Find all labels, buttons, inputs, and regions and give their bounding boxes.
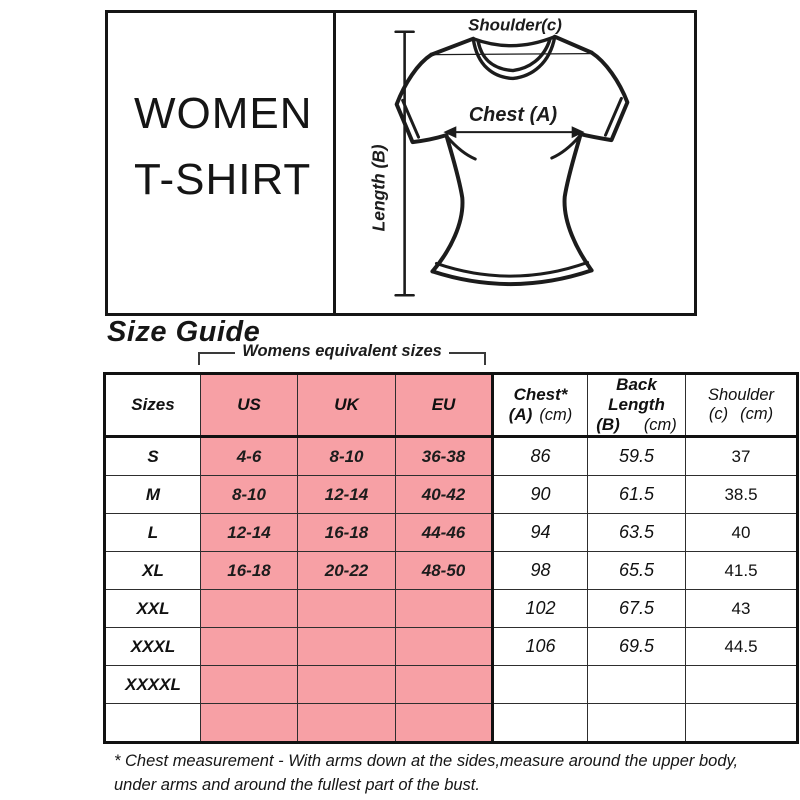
header-back-length: Back Length (B) (cm) [587, 373, 686, 438]
cell-us [200, 589, 298, 628]
bracket-label: Womens equivalent sizes [242, 342, 442, 360]
cell-shoulder: 38.5 [685, 475, 798, 514]
cell-eu: 48-50 [395, 551, 494, 590]
header-uk: UK [297, 373, 396, 438]
cell-us [200, 665, 298, 704]
header-sizes: Sizes [104, 373, 201, 438]
bracket-line-right [448, 352, 487, 365]
cell-size: XXXXL [104, 665, 201, 704]
table-row-xl: XL 16-18 20-22 48-50 98 65.5 41.5 [104, 551, 798, 590]
cell-us: 16-18 [200, 551, 298, 590]
table-row-m: M 8-10 12-14 40-42 90 61.5 38.5 [104, 475, 798, 514]
cell-shoulder: 41.5 [685, 551, 798, 590]
cell-back-length [587, 665, 686, 704]
table-row-l: L 12-14 16-18 44-46 94 63.5 40 [104, 513, 798, 552]
header-eu: EU [395, 373, 494, 438]
cell-back-length: 65.5 [587, 551, 686, 590]
womens-equivalent-sizes-bracket: Womens equivalent sizes [198, 342, 487, 365]
table-header-row: Sizes US UK EU Chest* (A) (cm) Back Lengt… [104, 373, 798, 438]
cell-back-length: 61.5 [587, 475, 686, 514]
table-row-empty [104, 703, 798, 743]
cell-chest: 90 [492, 475, 588, 514]
cell-chest [492, 665, 588, 704]
cell-size: M [104, 475, 201, 514]
length-measure-line [394, 30, 415, 297]
header-shoulder: Shoulder (c) (cm) [685, 373, 798, 438]
cell-eu [395, 665, 494, 704]
cell-size: S [104, 436, 201, 476]
cell-size: XL [104, 551, 201, 590]
cell-uk [297, 703, 396, 743]
cell-chest: 106 [492, 627, 588, 666]
title-box: WOMEN T-SHIRT [108, 13, 333, 313]
cell-eu: 44-46 [395, 513, 494, 552]
seam-lines [401, 96, 623, 278]
cell-back-length: 67.5 [587, 589, 686, 628]
cell-us: 8-10 [200, 475, 298, 514]
header-us: US [200, 373, 298, 438]
cell-us: 12-14 [200, 513, 298, 552]
bracket-line-left [198, 352, 236, 365]
header-panel: WOMEN T-SHIRT [105, 10, 697, 316]
chest-measurement-footnote: * Chest measurement - With arms down at … [114, 752, 739, 794]
cell-chest: 94 [492, 513, 588, 552]
armpit-curves [445, 134, 582, 161]
header-chest: Chest* (A) (cm) [492, 373, 588, 438]
cell-uk [297, 627, 396, 666]
cell-chest: 86 [492, 436, 588, 476]
chest-label: Chest (A) [469, 104, 558, 126]
cell-uk: 8-10 [297, 436, 396, 476]
shoulder-label: Shoulder(c) [468, 16, 562, 35]
cell-size: XXXL [104, 627, 201, 666]
cell-us [200, 627, 298, 666]
cell-chest: 98 [492, 551, 588, 590]
size-guide-heading: Size Guide [107, 316, 261, 348]
cell-eu [395, 589, 494, 628]
cell-us [200, 703, 298, 743]
cell-shoulder: 40 [685, 513, 798, 552]
cell-chest: 102 [492, 589, 588, 628]
table-row-xxl: XXL 102 67.5 43 [104, 589, 798, 628]
cell-eu [395, 703, 494, 743]
cell-back-length: 69.5 [587, 627, 686, 666]
table-row-xxxl: XXXL 106 69.5 44.5 [104, 627, 798, 666]
size-table: Sizes US UK EU Chest* (A) (cm) Back Lengt… [103, 372, 799, 744]
cell-uk: 12-14 [297, 475, 396, 514]
cell-uk: 20-22 [297, 551, 396, 590]
cell-eu [395, 627, 494, 666]
chest-arrow [443, 126, 585, 139]
cell-back-length [587, 703, 686, 743]
cell-us: 4-6 [200, 436, 298, 476]
tshirt-measurement-diagram: Shoulder(c) Chest (A) Length (B) [369, 16, 630, 297]
length-label: Length (B) [369, 144, 389, 231]
cell-shoulder [685, 703, 798, 743]
panel-divider [333, 13, 336, 313]
tshirt-outline [394, 34, 630, 287]
cell-uk [297, 589, 396, 628]
cell-uk: 16-18 [297, 513, 396, 552]
title-line-women: WOMEN [134, 89, 313, 138]
cell-shoulder: 43 [685, 589, 798, 628]
table-row-s: S 4-6 8-10 36-38 86 59.5 37 [104, 436, 798, 476]
title-line-tshirt: T-SHIRT [134, 155, 312, 204]
cell-shoulder: 44.5 [685, 627, 798, 666]
cell-chest [492, 703, 588, 743]
shoulder-width-line [434, 53, 591, 56]
cell-eu: 40-42 [395, 475, 494, 514]
cell-shoulder: 37 [685, 436, 798, 476]
cell-size: XXL [104, 589, 201, 628]
cell-eu: 36-38 [395, 436, 494, 476]
cell-back-length: 59.5 [587, 436, 686, 476]
cell-size [104, 703, 201, 743]
cell-size: L [104, 513, 201, 552]
table-row-xxxxl: XXXXL [104, 665, 798, 704]
cell-uk [297, 665, 396, 704]
cell-shoulder [685, 665, 798, 704]
collar [471, 35, 557, 81]
cell-back-length: 63.5 [587, 513, 686, 552]
